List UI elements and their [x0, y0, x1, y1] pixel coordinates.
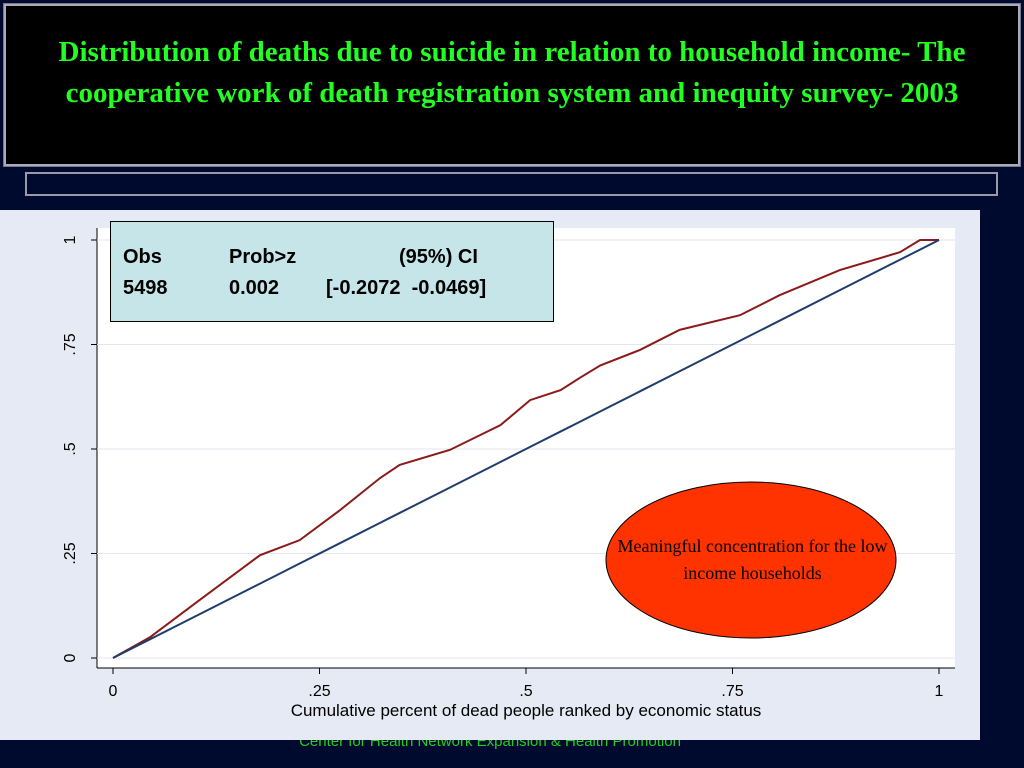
callout-ellipse — [605, 481, 897, 639]
stats-box: Obs Prob>z (95%) CI 5498 0.002 [-0.2072 … — [110, 221, 554, 322]
y-tick-label: .25 — [62, 542, 79, 564]
x-tick-label: .75 — [721, 683, 743, 700]
x-tick-label: 1 — [935, 683, 944, 700]
series-line — [112, 239, 939, 659]
stats-header: Prob>z — [229, 246, 297, 268]
y-tick-label: .75 — [62, 333, 79, 355]
stats-value: [-0.2072 -0.0469] — [326, 277, 487, 299]
stats-header: Obs — [123, 246, 162, 268]
y-tick-label: .5 — [62, 442, 79, 455]
series-line — [112, 239, 940, 659]
annotation: Meaningful concentration for the low inc… — [617, 536, 888, 583]
x-axis-label: Cumulative percent of dead people ranked… — [291, 701, 762, 720]
stats-header: (95%) CI — [399, 246, 478, 268]
x-tick-label: .5 — [519, 683, 532, 700]
slide-title: Distribution of deaths due to suicide in… — [3, 3, 1021, 167]
y-tick-label: 0 — [62, 653, 79, 662]
x-tick-label: .25 — [308, 683, 330, 700]
stats-value: 0.002 — [229, 277, 280, 299]
title-band — [25, 172, 998, 196]
stats-value: 5498 — [123, 277, 168, 299]
y-tick-label: 1 — [62, 235, 79, 244]
x-tick-label: 0 — [109, 683, 118, 700]
